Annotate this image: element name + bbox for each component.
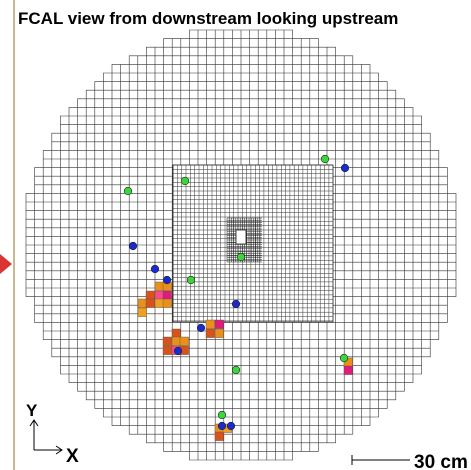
- hit-block: [214, 319, 224, 329]
- hit-block: [205, 328, 215, 338]
- shower-dot: [162, 275, 172, 285]
- shower-dot: [340, 163, 350, 173]
- hits: [123, 154, 353, 441]
- detector-grid: [25, 29, 457, 461]
- shower-dot: [217, 410, 227, 420]
- shower-dot: [196, 323, 206, 333]
- hit-block: [154, 298, 164, 308]
- scale-label: 30 cm: [414, 452, 468, 470]
- hit-block: [137, 307, 147, 317]
- beam-hole: [235, 229, 247, 245]
- hit-block: [162, 345, 172, 355]
- shower-dot: [186, 275, 196, 285]
- shower-dot: [231, 365, 241, 375]
- hit-block: [179, 336, 189, 346]
- hit-block: [162, 298, 172, 308]
- y-arrowhead: [29, 419, 39, 427]
- shower-dot: [173, 346, 183, 356]
- inner-region: [172, 164, 334, 323]
- hit-block: [137, 298, 147, 308]
- x-axis-label: X: [66, 446, 79, 467]
- hit-block: [171, 328, 181, 338]
- hit-block: [343, 365, 353, 375]
- shower-dot: [226, 421, 236, 431]
- hit-block: [162, 290, 172, 300]
- y-axis-label: Y: [26, 401, 38, 420]
- x-arrowhead: [55, 445, 63, 455]
- shower-dot: [180, 176, 190, 186]
- shower-dot: [231, 299, 241, 309]
- shower-dot: [123, 186, 133, 196]
- hit-block: [214, 328, 224, 338]
- shower-dot: [236, 252, 246, 262]
- hit-block: [154, 290, 164, 300]
- hit-block: [214, 431, 224, 441]
- hit-block: [145, 290, 155, 300]
- hit-block: [154, 281, 164, 291]
- shower-dot: [339, 353, 349, 363]
- hit-block: [145, 298, 155, 308]
- title: FCAL view from downstream looking upstre…: [18, 9, 398, 28]
- side-arrow: [0, 254, 12, 274]
- shower-dot: [320, 154, 330, 164]
- shower-dot: [217, 421, 227, 431]
- hit-block: [171, 336, 181, 346]
- shower-dot: [128, 241, 138, 251]
- shower-dot: [150, 264, 160, 274]
- hit-block: [205, 319, 215, 329]
- hit-block: [162, 336, 172, 346]
